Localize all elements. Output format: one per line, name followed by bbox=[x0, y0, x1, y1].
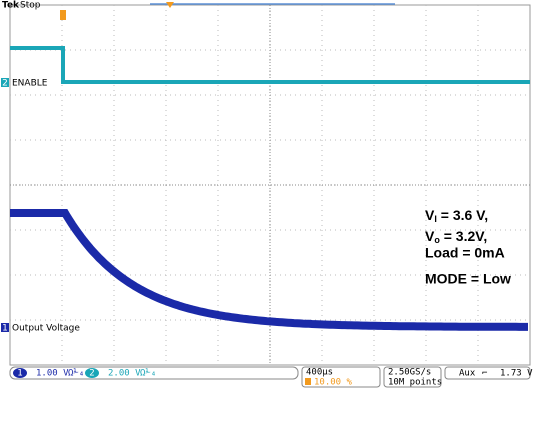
ch1-scale: 1.00 V bbox=[36, 369, 69, 379]
trigger-position: 10.00 % bbox=[314, 378, 353, 388]
trigger-slope: ⌐ bbox=[482, 369, 487, 379]
ch1-marker-text: 1 bbox=[2, 324, 8, 334]
annotation: Vo = 3.2V, bbox=[425, 228, 487, 246]
channel-status bbox=[9, 366, 299, 380]
annotation: MODE = Low bbox=[425, 271, 511, 287]
trigger-box bbox=[444, 366, 531, 380]
timebase-box bbox=[301, 366, 381, 388]
ch2-badge-text: 2 bbox=[89, 369, 94, 379]
ch1-badge bbox=[13, 368, 27, 378]
brand: Tek bbox=[2, 1, 20, 11]
ch2-badge bbox=[85, 368, 99, 378]
trigger-level: 1.73 V bbox=[500, 369, 533, 379]
timebase: 400µs bbox=[306, 368, 333, 378]
enable-trace bbox=[10, 46, 530, 84]
ch1-coupling: Ω⅟₄ bbox=[68, 369, 84, 379]
sample-rate: 2.50GS/s bbox=[388, 368, 431, 378]
trigger-source: Aux bbox=[459, 369, 476, 379]
ch1-marker bbox=[1, 323, 9, 332]
trigger-marker bbox=[166, 2, 174, 8]
channel-label: ENABLE bbox=[12, 79, 48, 89]
ch2-coupling: Ω⅟₄ bbox=[140, 369, 156, 379]
ch2-scale: 2.00 V bbox=[108, 369, 141, 379]
state: Stop bbox=[20, 1, 41, 11]
trigger-position bbox=[60, 10, 66, 20]
ch2-marker-text: 2 bbox=[2, 79, 8, 89]
record-length: 10M points bbox=[388, 378, 442, 388]
ch2-marker bbox=[1, 78, 9, 87]
trigger-pos-icon bbox=[305, 378, 311, 385]
annotation: Load = 0mA bbox=[425, 245, 505, 261]
graticule bbox=[9, 4, 531, 366]
ch1-badge-text: 1 bbox=[17, 369, 22, 379]
channel-label: Output Voltage bbox=[12, 324, 80, 334]
acq-box bbox=[383, 366, 442, 388]
output-trace bbox=[10, 209, 528, 331]
annotation: VI = 3.6 V, bbox=[425, 207, 488, 225]
